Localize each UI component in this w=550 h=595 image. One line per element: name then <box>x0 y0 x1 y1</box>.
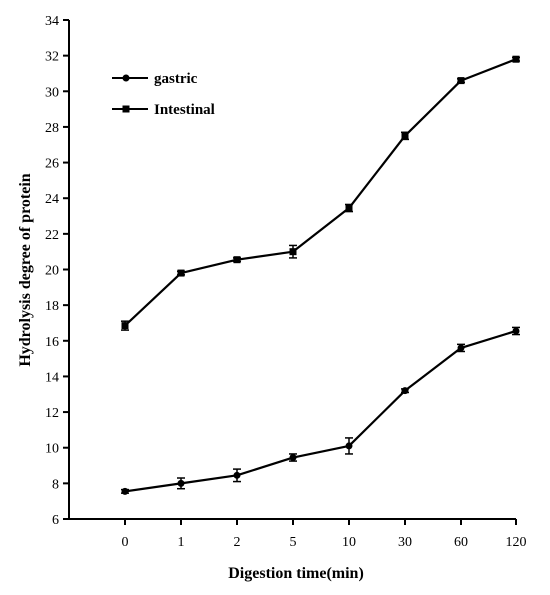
data-point <box>401 132 409 140</box>
series-gastric <box>121 326 520 495</box>
y-tick-label: 14 <box>45 370 59 385</box>
legend-marker <box>122 74 130 82</box>
x-tick-label: 120 <box>506 535 527 550</box>
y-tick-label: 16 <box>45 335 59 350</box>
legend-label: gastric <box>154 71 198 87</box>
legend-item-gastric: gastric <box>112 71 198 87</box>
data-point <box>401 387 409 395</box>
data-point <box>457 77 465 85</box>
y-tick-label: 20 <box>45 264 59 279</box>
legend-item-intestinal: Intestinal <box>112 102 215 118</box>
series-line <box>124 58 517 327</box>
series-layer <box>121 55 520 495</box>
data-point <box>177 479 185 487</box>
data-point <box>345 442 353 450</box>
x-tick-label: 1 <box>178 535 185 550</box>
y-axis-title: Hydrolysis degree of protein <box>17 173 34 366</box>
y-tick-label: 26 <box>45 157 59 172</box>
data-point <box>177 269 185 277</box>
x-axis-title: Digestion time(min) <box>228 565 364 582</box>
legend-marker <box>122 105 130 113</box>
data-point <box>512 55 520 63</box>
y-tick-label: 12 <box>45 406 59 421</box>
data-point <box>457 344 465 352</box>
x-tick-label: 30 <box>398 535 412 550</box>
data-point <box>289 248 297 256</box>
x-tick-label: 60 <box>454 535 468 550</box>
y-tick-label: 22 <box>45 228 59 243</box>
data-point <box>512 327 520 335</box>
data-point <box>345 204 353 212</box>
y-tick-label: 30 <box>45 85 59 100</box>
series-intestinal <box>121 55 520 331</box>
y-tick-label: 18 <box>45 299 59 314</box>
x-tick-label: 5 <box>290 535 297 550</box>
legend-label: Intestinal <box>154 102 215 118</box>
x-tick-label: 10 <box>342 535 356 550</box>
data-point <box>121 487 129 495</box>
y-tick-label: 28 <box>45 121 59 136</box>
y-tick-label: 32 <box>45 50 59 65</box>
y-tick-label: 6 <box>52 513 59 528</box>
legend: gastric Intestinal <box>112 71 215 118</box>
y-tick-label: 24 <box>45 192 59 207</box>
data-point <box>289 454 297 462</box>
data-point <box>233 256 241 264</box>
x-tick-label: 2 <box>234 535 241 550</box>
data-point <box>233 471 241 479</box>
y-tick-label: 10 <box>45 442 59 457</box>
data-point <box>121 322 129 330</box>
y-tick-label: 34 <box>45 14 59 29</box>
series-line <box>124 329 517 493</box>
x-tick-label: 0 <box>122 535 129 550</box>
y-tick-label: 8 <box>52 477 59 492</box>
